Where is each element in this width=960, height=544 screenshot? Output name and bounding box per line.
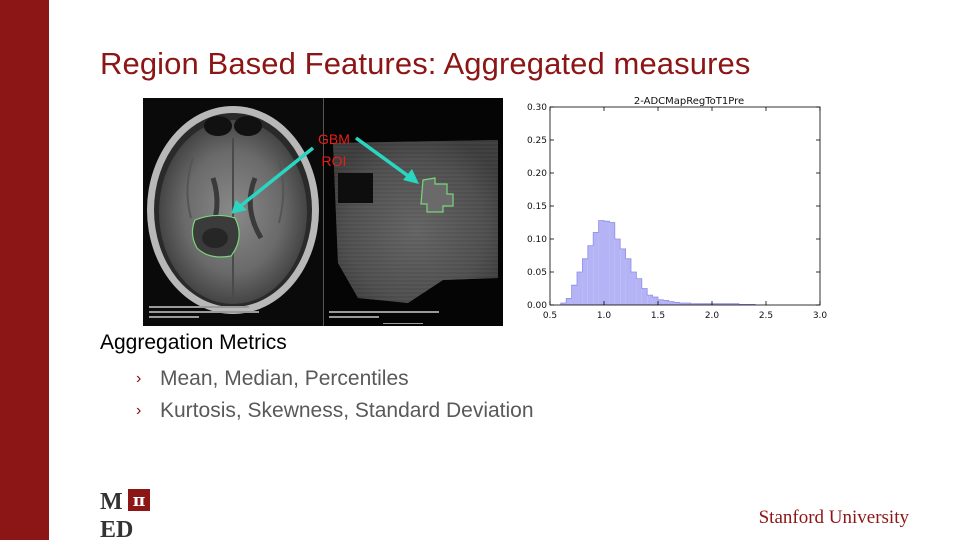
histogram-bar — [668, 301, 675, 305]
mri-image: GBM ROI — [143, 98, 503, 326]
histogram-bar — [631, 272, 637, 305]
histogram-bar — [625, 258, 631, 305]
histogram-bar — [604, 221, 610, 305]
histogram-bar — [647, 295, 653, 305]
histogram-bar — [652, 297, 658, 305]
histogram-bar — [712, 303, 718, 305]
bullet-item: › Mean, Median, Percentiles — [136, 366, 534, 398]
bullet-list: › Mean, Median, Percentiles › Kurtosis, … — [136, 366, 534, 430]
y-tick-label: 0.30 — [527, 103, 547, 113]
y-tick-label: 0.10 — [527, 235, 547, 245]
mri-figure: GBM ROI — [143, 98, 503, 326]
histogram-bar — [587, 245, 594, 305]
bullet-text: Mean, Median, Percentiles — [160, 367, 409, 390]
x-tick-label: 2.0 — [705, 311, 720, 321]
y-tick-label: 0.00 — [527, 301, 547, 311]
histogram-bar — [566, 298, 572, 305]
histogram-bar — [679, 303, 685, 305]
y-tick-label: 0.15 — [527, 202, 547, 212]
histogram-bar — [701, 303, 707, 305]
sagittal-roi-contour — [420, 177, 454, 213]
histogram-bar — [609, 222, 615, 305]
histogram-outline — [560, 220, 756, 305]
histogram-bar — [577, 272, 583, 305]
x-tick-label: 2.5 — [759, 311, 773, 321]
x-tick-label: 1.0 — [597, 311, 612, 321]
histogram-bar — [728, 303, 734, 305]
histogram-bar — [598, 220, 604, 305]
x-tick-label: 0.5 — [543, 311, 557, 321]
histogram-bar — [717, 303, 723, 305]
histogram-bar — [582, 258, 588, 305]
histogram-bars — [560, 220, 756, 305]
logo-pi-icon: π — [133, 491, 145, 511]
histogram-bar — [706, 303, 712, 305]
histogram-bar — [636, 278, 642, 305]
section-heading: Aggregation Metrics — [100, 331, 287, 354]
y-tick-label: 0.05 — [527, 268, 547, 278]
histogram-bar — [641, 288, 648, 305]
annotation-roi: ROI — [322, 153, 347, 169]
histogram-bar — [695, 303, 702, 305]
logo-letter-m: M — [100, 489, 123, 515]
histogram-bar — [593, 232, 599, 305]
histogram-bar — [722, 303, 729, 305]
axial-pointer-arrow — [236, 146, 315, 210]
histogram-bar — [690, 303, 696, 305]
logo-pi-box — [128, 489, 150, 511]
brand-sidebar — [0, 0, 49, 540]
histogram-bar — [674, 302, 680, 305]
slide-title: Region Based Features: Aggregated measur… — [100, 46, 751, 81]
histogram-chart: 2-ADCMapRegToT1Pre 0.00 0.05 0.10 0.15 0.20 0… — [520, 92, 830, 324]
chart-axes: 0.00 0.05 0.10 0.15 0.20 0.25 0.30 0.5 1.0 1.5 2.0… — [527, 103, 827, 321]
chart-title: 2-ADCMapRegToT1Pre — [634, 96, 744, 107]
x-tick-label: 1.5 — [651, 311, 665, 321]
histogram-bar — [658, 299, 664, 305]
x-tick-label: 3.0 — [813, 311, 828, 321]
med-logo: M π ED — [100, 489, 152, 543]
histogram-svg: 2-ADCMapRegToT1Pre 0.000.050.100.150.200… — [527, 96, 827, 321]
histogram-bar — [663, 300, 669, 305]
histogram-bar — [685, 303, 691, 305]
bullet-chevron-icon: › — [136, 402, 142, 419]
stanford-wordmark: Stanford University — [758, 507, 909, 528]
histogram-bar — [571, 285, 577, 305]
histogram-bar — [620, 248, 626, 305]
histogram-bar — [614, 239, 621, 305]
annotation-gbm: GBM — [318, 131, 350, 147]
bullet-item: › Kurtosis, Skewness, Standard Deviation — [136, 398, 534, 430]
bullet-text: Kurtosis, Skewness, Standard Deviation — [160, 399, 534, 422]
y-tick-label: 0.20 — [527, 169, 547, 179]
bullet-chevron-icon: › — [136, 370, 142, 387]
histogram-bar — [560, 303, 567, 305]
y-tick-label: 0.25 — [527, 136, 547, 146]
sagittal-pointer-arrow — [354, 136, 413, 180]
histogram-bar — [733, 303, 739, 305]
logo-letters-ed: ED — [100, 517, 133, 539]
